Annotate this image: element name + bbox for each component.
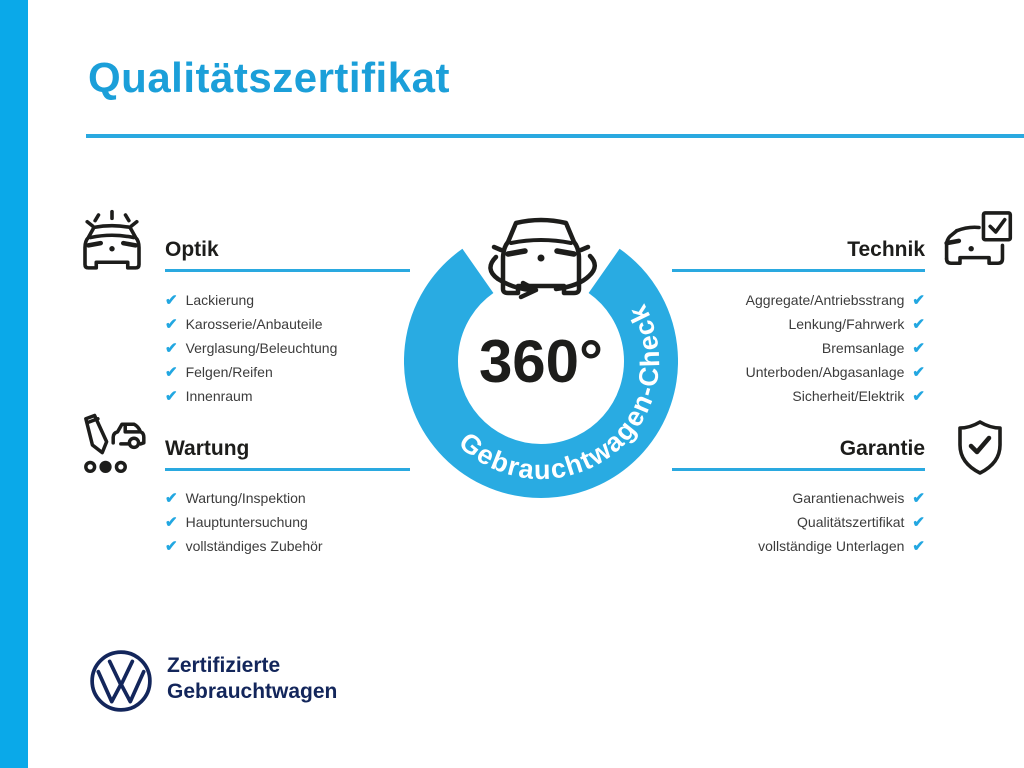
technik-item-4: Unterboden/Abgasanlage ✔ xyxy=(746,360,925,384)
check-icon: ✔ xyxy=(912,363,925,381)
optik-item-2-label: Karosserie/Anbauteile xyxy=(185,316,323,332)
technik-item-3: Bremsanlage ✔ xyxy=(822,336,925,360)
wartung-item-3-label: vollständiges Zubehör xyxy=(185,538,323,554)
check-icon: ✔ xyxy=(165,315,178,333)
check-icon: ✔ xyxy=(912,489,925,507)
wartung-item-3: ✔ vollständiges Zubehör xyxy=(165,534,323,558)
optik-item-3: ✔ Verglasung/Beleuchtung xyxy=(165,336,337,360)
vw-logo xyxy=(88,648,154,714)
check-icon: ✔ xyxy=(165,387,178,405)
technik-item-4-label: Unterboden/Abgasanlage xyxy=(745,364,905,380)
section-rule-technik xyxy=(672,269,925,272)
wartung-item-1-label: Wartung/Inspektion xyxy=(185,490,306,506)
section-title-optik: Optik xyxy=(165,238,219,261)
garantie-item-3: vollständige Unterlagen ✔ xyxy=(758,534,925,558)
wartung-item-1: ✔ Wartung/Inspektion xyxy=(165,486,323,510)
technik-item-5-label: Sicherheit/Elektrik xyxy=(792,388,905,404)
check-icon: ✔ xyxy=(912,537,925,555)
garantie-item-1: Garantienachweis ✔ xyxy=(792,486,925,510)
check-icon: ✔ xyxy=(165,537,178,555)
check-icon: ✔ xyxy=(912,315,925,333)
optik-item-3-label: Verglasung/Beleuchtung xyxy=(185,340,338,356)
garantie-item-1-label: Garantienachweis xyxy=(792,490,905,506)
wartung-item-2: ✔ Hauptuntersuchung xyxy=(165,510,323,534)
car-shine-icon xyxy=(76,206,148,278)
check-icon: ✔ xyxy=(912,513,925,531)
check-icon: ✔ xyxy=(165,291,178,309)
service-record-icon xyxy=(76,410,146,480)
stripe-gap xyxy=(28,0,33,768)
optik-item-1: ✔ Lackierung xyxy=(165,288,337,312)
car-rotation-icon xyxy=(488,217,597,300)
garantie-item-2-label: Qualitätszertifikat xyxy=(797,514,905,530)
check-icon: ✔ xyxy=(165,513,178,531)
section-rule-wartung xyxy=(165,468,410,471)
optik-item-2: ✔ Karosserie/Anbauteile xyxy=(165,312,337,336)
ring-arc xyxy=(404,248,678,498)
wartung-item-2-label: Hauptuntersuchung xyxy=(185,514,308,530)
section-title-garantie: Garantie xyxy=(839,437,925,460)
left-brand-stripe xyxy=(0,0,28,768)
title-rule xyxy=(86,134,1024,138)
garantie-list: Garantienachweis ✔ Qualitätszertifikat ✔ v… xyxy=(758,486,925,558)
garantie-item-2: Qualitätszertifikat ✔ xyxy=(797,510,925,534)
section-title-wartung: Wartung xyxy=(165,437,250,460)
technik-item-3-label: Bremsanlage xyxy=(821,340,905,356)
optik-item-5: ✔ Innenraum xyxy=(165,384,337,408)
brand-claim-line2: Gebrauchtwagen xyxy=(167,680,338,703)
degree-label: 360° xyxy=(479,328,603,395)
wartung-list: ✔ Wartung/Inspektion ✔ Hauptuntersuchung ✔… xyxy=(165,486,323,558)
optik-item-4: ✔ Felgen/Reifen xyxy=(165,360,337,384)
check-icon: ✔ xyxy=(912,339,925,357)
shield-check-icon xyxy=(948,416,1012,480)
brand-claim-line1: Zertifizierte xyxy=(167,654,281,677)
technik-list: Aggregate/Antriebsstrang ✔ Lenkung/Fahrwe… xyxy=(746,288,925,408)
check-icon: ✔ xyxy=(165,363,178,381)
technik-item-5: Sicherheit/Elektrik ✔ xyxy=(792,384,925,408)
garantie-item-3-label: vollständige Unterlagen xyxy=(758,538,905,554)
brand-claim: Zertifizierte Gebrauchtwagen xyxy=(167,653,337,705)
section-title-technik: Technik xyxy=(847,238,925,261)
check-icon: ✔ xyxy=(912,387,925,405)
section-rule-optik xyxy=(165,269,410,272)
technik-item-2: Lenkung/Fahrwerk ✔ xyxy=(788,312,925,336)
optik-item-4-label: Felgen/Reifen xyxy=(185,364,273,380)
car-checkbox-icon xyxy=(941,208,1017,276)
optik-item-5-label: Innenraum xyxy=(185,388,253,404)
technik-item-1: Aggregate/Antriebsstrang ✔ xyxy=(746,288,925,312)
optik-item-1-label: Lackierung xyxy=(185,292,255,308)
technik-item-1-label: Aggregate/Antriebsstrang xyxy=(745,292,905,308)
section-rule-garantie xyxy=(672,468,925,471)
check-icon: ✔ xyxy=(165,489,178,507)
page-title: Qualitätszertifikat xyxy=(88,54,450,101)
360-check-badge: 360° Gebrauchtwagen-Check xyxy=(404,195,678,507)
check-icon: ✔ xyxy=(912,291,925,309)
optik-list: ✔ Lackierung ✔ Karosserie/Anbauteile ✔ Verg… xyxy=(165,288,337,408)
check-icon: ✔ xyxy=(165,339,178,357)
technik-item-2-label: Lenkung/Fahrwerk xyxy=(788,316,905,332)
